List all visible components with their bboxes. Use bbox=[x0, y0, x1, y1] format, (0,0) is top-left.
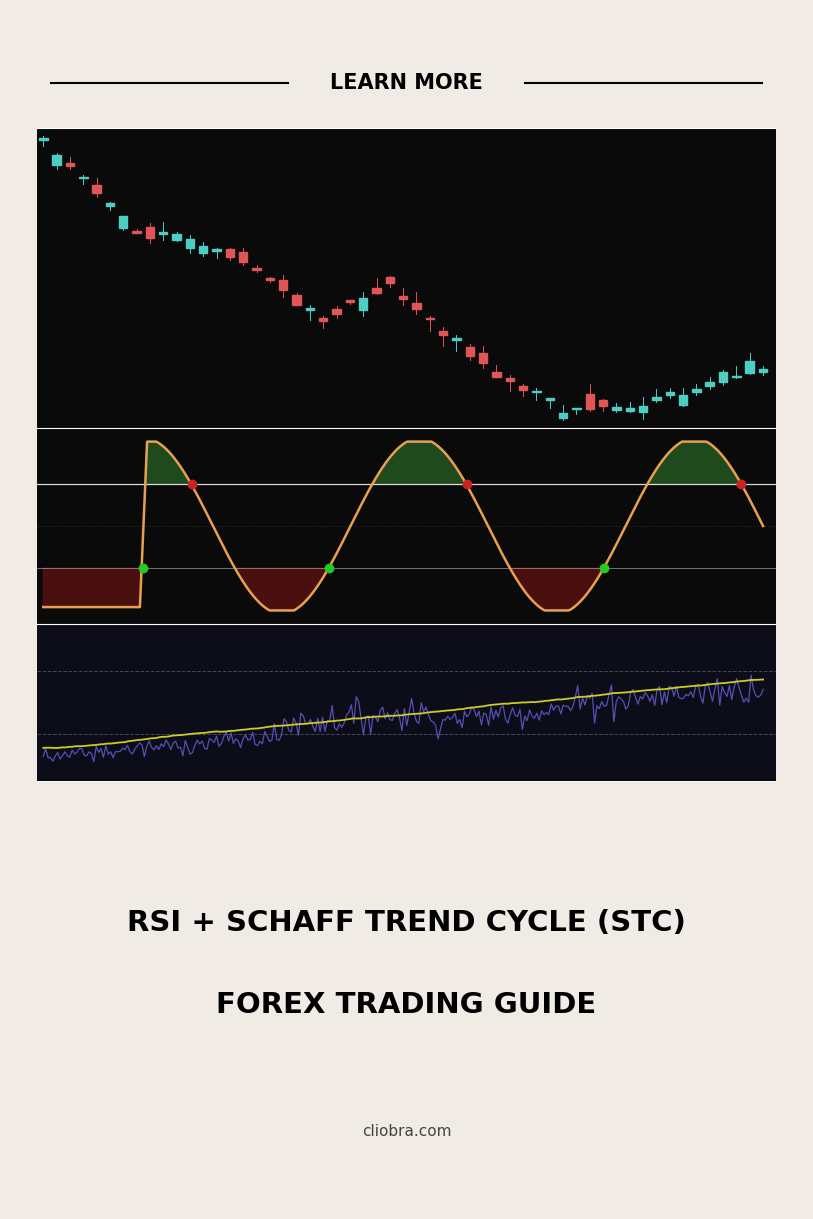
Text: RSI + SCHAFF TREND CYCLE (STC): RSI + SCHAFF TREND CYCLE (STC) bbox=[127, 909, 686, 936]
Bar bbox=[425, 318, 434, 319]
Bar bbox=[612, 407, 620, 410]
Bar bbox=[759, 369, 767, 372]
Bar bbox=[359, 297, 367, 310]
Bar bbox=[599, 400, 607, 406]
Bar bbox=[479, 352, 488, 363]
Bar bbox=[466, 347, 474, 356]
Bar bbox=[239, 252, 247, 262]
Bar bbox=[546, 399, 554, 400]
Bar bbox=[79, 177, 88, 178]
Bar bbox=[106, 204, 114, 206]
Bar bbox=[226, 249, 234, 257]
Bar bbox=[159, 232, 167, 234]
Bar bbox=[652, 397, 661, 400]
Bar bbox=[185, 239, 194, 247]
Bar bbox=[452, 338, 461, 340]
Bar bbox=[146, 227, 154, 238]
Text: cliobra.com: cliobra.com bbox=[362, 1124, 451, 1139]
Bar bbox=[439, 330, 447, 334]
Bar bbox=[385, 277, 394, 283]
Bar bbox=[39, 138, 47, 140]
Bar bbox=[119, 216, 128, 228]
Bar bbox=[492, 372, 501, 377]
Bar bbox=[559, 413, 567, 418]
Bar bbox=[572, 407, 580, 410]
Bar bbox=[733, 375, 741, 378]
Bar bbox=[52, 155, 61, 165]
Bar bbox=[533, 391, 541, 393]
Bar bbox=[506, 378, 514, 382]
Bar bbox=[346, 300, 354, 302]
Bar bbox=[66, 163, 74, 166]
Bar bbox=[519, 386, 528, 390]
Bar bbox=[585, 394, 594, 410]
Bar bbox=[746, 361, 754, 373]
Bar bbox=[252, 268, 261, 271]
Bar bbox=[333, 310, 341, 315]
Bar bbox=[172, 234, 180, 240]
Bar bbox=[199, 245, 207, 252]
Bar bbox=[372, 289, 380, 293]
Text: LEARN MORE: LEARN MORE bbox=[330, 73, 483, 94]
Bar bbox=[133, 230, 141, 233]
Bar bbox=[706, 383, 714, 386]
Bar bbox=[625, 408, 634, 411]
Bar bbox=[412, 304, 421, 310]
Bar bbox=[399, 296, 407, 299]
Bar bbox=[306, 308, 314, 310]
Bar bbox=[266, 278, 274, 280]
Bar bbox=[93, 185, 101, 193]
Bar bbox=[719, 372, 728, 382]
Bar bbox=[666, 393, 674, 395]
Bar bbox=[292, 295, 301, 305]
Text: FOREX TRADING GUIDE: FOREX TRADING GUIDE bbox=[216, 991, 597, 1019]
Bar bbox=[639, 406, 647, 412]
Bar bbox=[279, 280, 288, 290]
Bar bbox=[319, 318, 328, 321]
Bar bbox=[692, 389, 701, 393]
Bar bbox=[679, 395, 687, 405]
Bar bbox=[212, 249, 221, 251]
